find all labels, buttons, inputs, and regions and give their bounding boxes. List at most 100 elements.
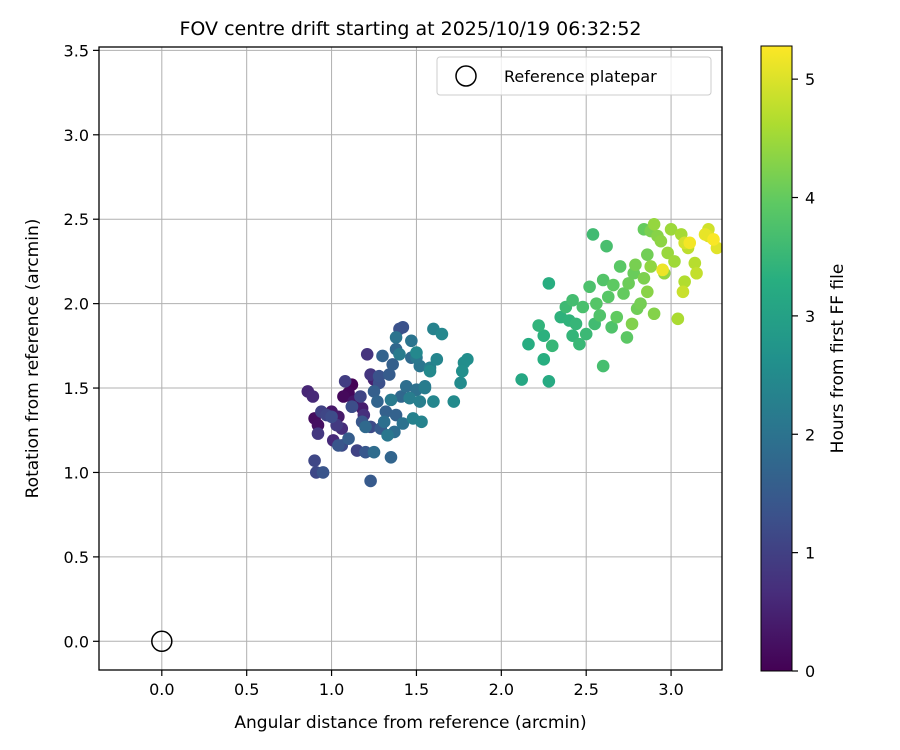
data-point	[586, 228, 600, 241]
data-point	[688, 256, 702, 270]
data-point	[537, 353, 551, 366]
grid-lines	[99, 47, 722, 670]
legend-marker-icon	[455, 65, 477, 87]
data-point	[386, 358, 399, 371]
data-point	[542, 374, 556, 388]
data-point	[515, 373, 528, 386]
data-point	[569, 317, 583, 331]
colorbar: 0 1 2 3 4 5 Hours from first FF file	[760, 45, 848, 681]
data-point	[413, 395, 427, 408]
data-points	[301, 217, 722, 488]
data-point	[381, 429, 394, 442]
legend: Reference platepar	[436, 56, 712, 96]
x-axis-label: Angular distance from reference (arcmin)	[234, 713, 586, 733]
data-point	[389, 331, 403, 344]
data-point	[625, 317, 639, 331]
data-point	[683, 236, 697, 250]
data-point	[620, 331, 634, 344]
y-axis-ticks: 0.0 0.5 1.0 1.5 2.0 2.5 3.0 3.5	[64, 41, 99, 651]
data-point	[583, 280, 596, 294]
data-point	[656, 263, 669, 277]
data-point	[579, 327, 593, 341]
data-point	[641, 285, 654, 299]
data-point	[461, 353, 474, 366]
y-tick-label: 2.5	[64, 210, 89, 229]
data-point	[690, 266, 703, 280]
x-tick-label: 3.0	[658, 680, 683, 699]
data-point	[600, 239, 613, 253]
y-axis-label: Rotation from reference (arcmin)	[23, 219, 43, 499]
data-point	[629, 258, 642, 272]
data-point	[342, 432, 355, 445]
x-tick-label: 0.0	[149, 680, 174, 699]
legend-label: Reference platepar	[504, 67, 657, 86]
colorbar-gradient	[760, 45, 793, 672]
data-point	[396, 417, 410, 430]
data-point	[393, 347, 406, 361]
data-point	[447, 395, 461, 408]
data-point	[613, 260, 627, 273]
data-point	[678, 275, 691, 288]
x-axis-ticks: 0.0 0.5 1.0 1.5 2.0 2.5 3.0	[149, 670, 684, 699]
data-point	[360, 347, 374, 361]
data-point	[403, 391, 416, 405]
data-point	[389, 408, 403, 422]
colorbar-tick-label: 0	[805, 662, 815, 681]
data-point	[372, 369, 386, 383]
data-point	[596, 359, 610, 373]
data-point	[522, 337, 535, 351]
data-point	[596, 273, 610, 287]
x-tick-label: 2.5	[573, 680, 598, 699]
data-point	[542, 277, 556, 290]
data-point	[384, 450, 398, 464]
data-point	[668, 255, 681, 268]
data-point	[430, 353, 444, 366]
data-point	[661, 246, 674, 260]
y-tick-label: 3.0	[64, 126, 89, 145]
data-point	[435, 327, 449, 341]
y-tick-label: 1.5	[64, 379, 89, 398]
data-point	[306, 390, 320, 403]
data-point	[654, 234, 668, 248]
data-point	[707, 233, 720, 246]
data-point	[359, 420, 372, 434]
data-point	[607, 278, 620, 292]
y-tick-label: 3.5	[64, 41, 89, 60]
data-point	[605, 320, 618, 334]
data-point	[415, 415, 428, 429]
data-point	[396, 320, 410, 334]
data-point	[601, 290, 615, 304]
y-tick-label: 2.0	[64, 295, 89, 314]
legend-box	[436, 56, 712, 96]
data-point	[379, 405, 393, 418]
colorbar-label: Hours from first FF file	[828, 264, 848, 454]
data-point	[325, 410, 338, 424]
data-point	[637, 272, 651, 285]
data-point	[376, 349, 389, 363]
data-point	[647, 217, 661, 231]
data-point	[345, 400, 359, 413]
colorbar-tick-label: 4	[805, 189, 815, 208]
data-point	[573, 337, 586, 351]
data-point	[671, 312, 685, 326]
plot-frame	[98, 46, 723, 671]
x-tick-label: 0.5	[234, 680, 259, 699]
data-point	[418, 381, 432, 395]
data-point	[537, 329, 551, 343]
data-point	[364, 474, 377, 488]
data-point	[332, 439, 345, 452]
data-point	[367, 445, 381, 459]
data-point	[316, 466, 330, 479]
data-point	[337, 390, 350, 403]
colorbar-tick-label: 2	[805, 425, 815, 444]
data-point	[644, 260, 658, 273]
colorbar-tick-label: 1	[805, 544, 815, 563]
data-point	[566, 293, 579, 307]
data-point	[354, 390, 367, 403]
data-point	[311, 427, 325, 440]
data-point	[410, 346, 423, 359]
data-point	[399, 380, 413, 393]
data-point	[367, 385, 381, 398]
chart-title: FOV centre drift starting at 2025/10/19 …	[179, 18, 641, 40]
data-point	[576, 300, 590, 314]
